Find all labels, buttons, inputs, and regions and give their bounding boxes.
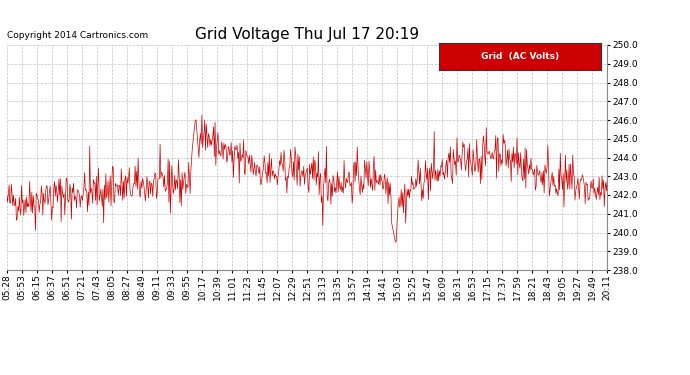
Title: Grid Voltage Thu Jul 17 20:19: Grid Voltage Thu Jul 17 20:19	[195, 27, 419, 42]
Text: Copyright 2014 Cartronics.com: Copyright 2014 Cartronics.com	[7, 32, 148, 40]
